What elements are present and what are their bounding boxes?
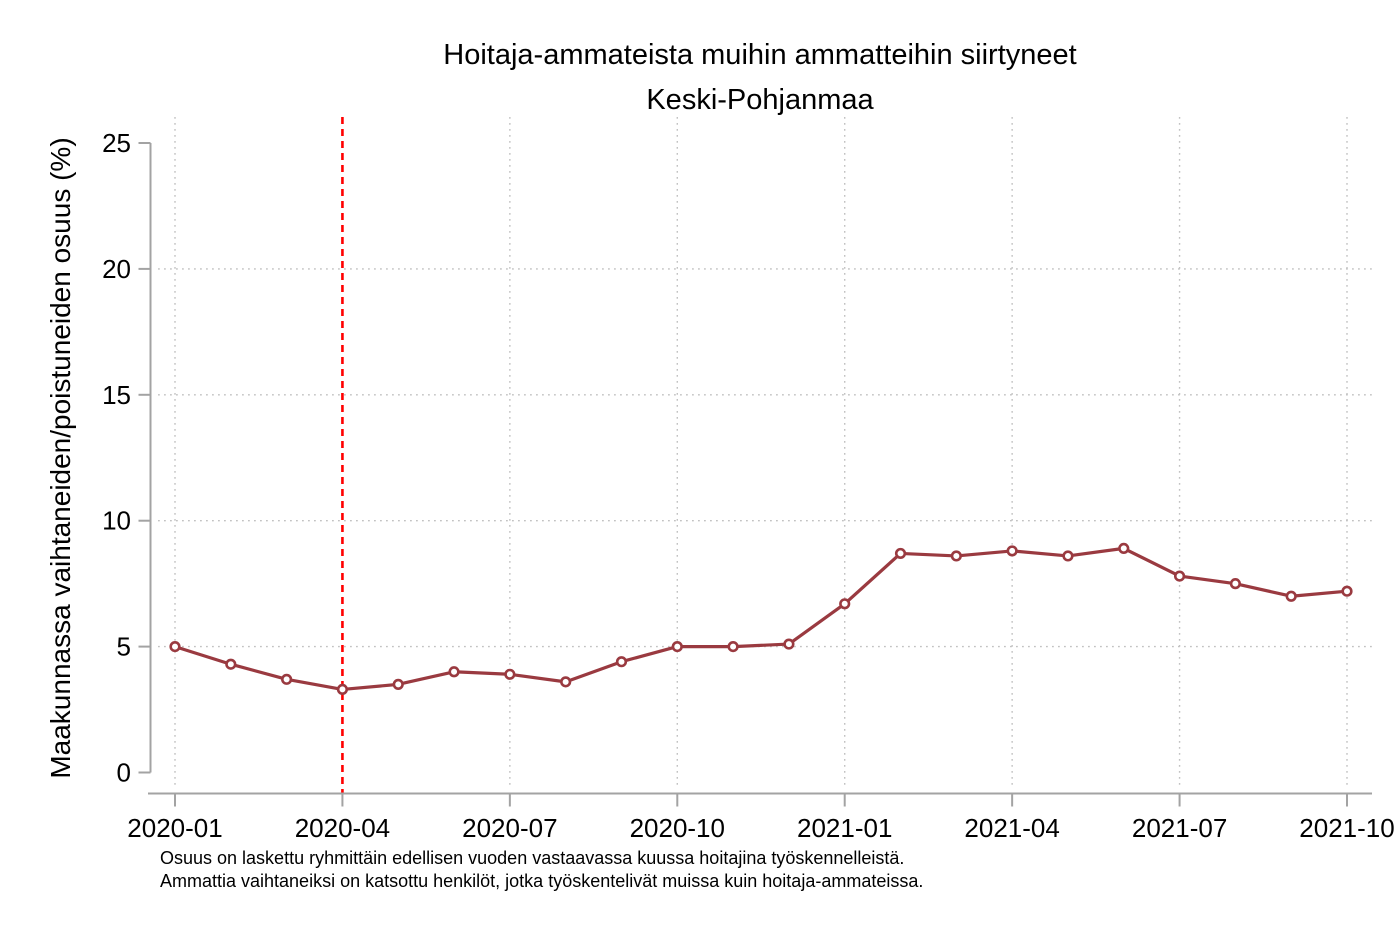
- x-tick-label: 2020-10: [630, 813, 725, 843]
- data-point-marker: [1006, 545, 1018, 557]
- data-point-marker: [783, 638, 795, 650]
- x-tick-label: 2020-04: [295, 813, 390, 843]
- x-tick-label: 2020-01: [127, 813, 222, 843]
- y-axis-label: Maakunnassa vaihtaneiden/poistuneiden os…: [45, 137, 76, 778]
- data-point-marker: [504, 668, 516, 680]
- data-point-marker: [1229, 578, 1241, 590]
- y-tick-label: 15: [102, 380, 131, 410]
- note-line-1: Osuus on laskettu ryhmittäin edellisen v…: [160, 848, 904, 868]
- data-point-marker: [1173, 570, 1186, 582]
- y-tick-label: 25: [102, 128, 131, 158]
- data-point-marker: [1341, 585, 1353, 597]
- chart-subtitle: Keski-Pohjanmaa: [646, 84, 874, 116]
- data-point-marker: [281, 673, 293, 685]
- data-point-marker: [560, 676, 572, 688]
- data-point-marker: [392, 678, 404, 690]
- data-point-marker: [894, 547, 907, 560]
- x-tick-label: 2021-01: [797, 813, 892, 843]
- x-tick-label: 2021-10: [1299, 813, 1394, 843]
- data-point-marker: [1118, 542, 1130, 554]
- y-tick-label: 10: [102, 506, 131, 536]
- y-tick-label: 20: [102, 254, 131, 284]
- x-tick-label: 2021-07: [1132, 813, 1227, 843]
- chart-title: Hoitaja-ammateista muihin ammatteihin si…: [443, 39, 1076, 71]
- data-point-marker: [671, 640, 683, 653]
- data-point-marker: [448, 666, 460, 678]
- y-tick-label: 5: [117, 632, 131, 662]
- chart-layer: 0 5 10 15 20 25 2020-01 2020-04 2020-07 2020-10 20…: [102, 117, 1395, 843]
- data-point-marker: [225, 658, 237, 670]
- data-point-marker: [839, 598, 851, 610]
- data-point-marker: [1062, 550, 1074, 562]
- series-line: [173, 546, 1349, 692]
- data-point-marker: [615, 656, 628, 668]
- data-point-marker: [169, 640, 181, 653]
- data-point-marker: [1285, 590, 1297, 602]
- x-tick-label: 2021-04: [964, 813, 1059, 843]
- data-point-marker: [950, 550, 962, 562]
- note-line-2: Ammattia vaihtaneiksi on katsottu henkil…: [160, 871, 923, 891]
- x-tick-label: 2020-07: [462, 813, 557, 843]
- data-point-marker: [727, 640, 739, 653]
- y-tick-label: 0: [117, 758, 131, 788]
- data-point-marker: [336, 683, 349, 696]
